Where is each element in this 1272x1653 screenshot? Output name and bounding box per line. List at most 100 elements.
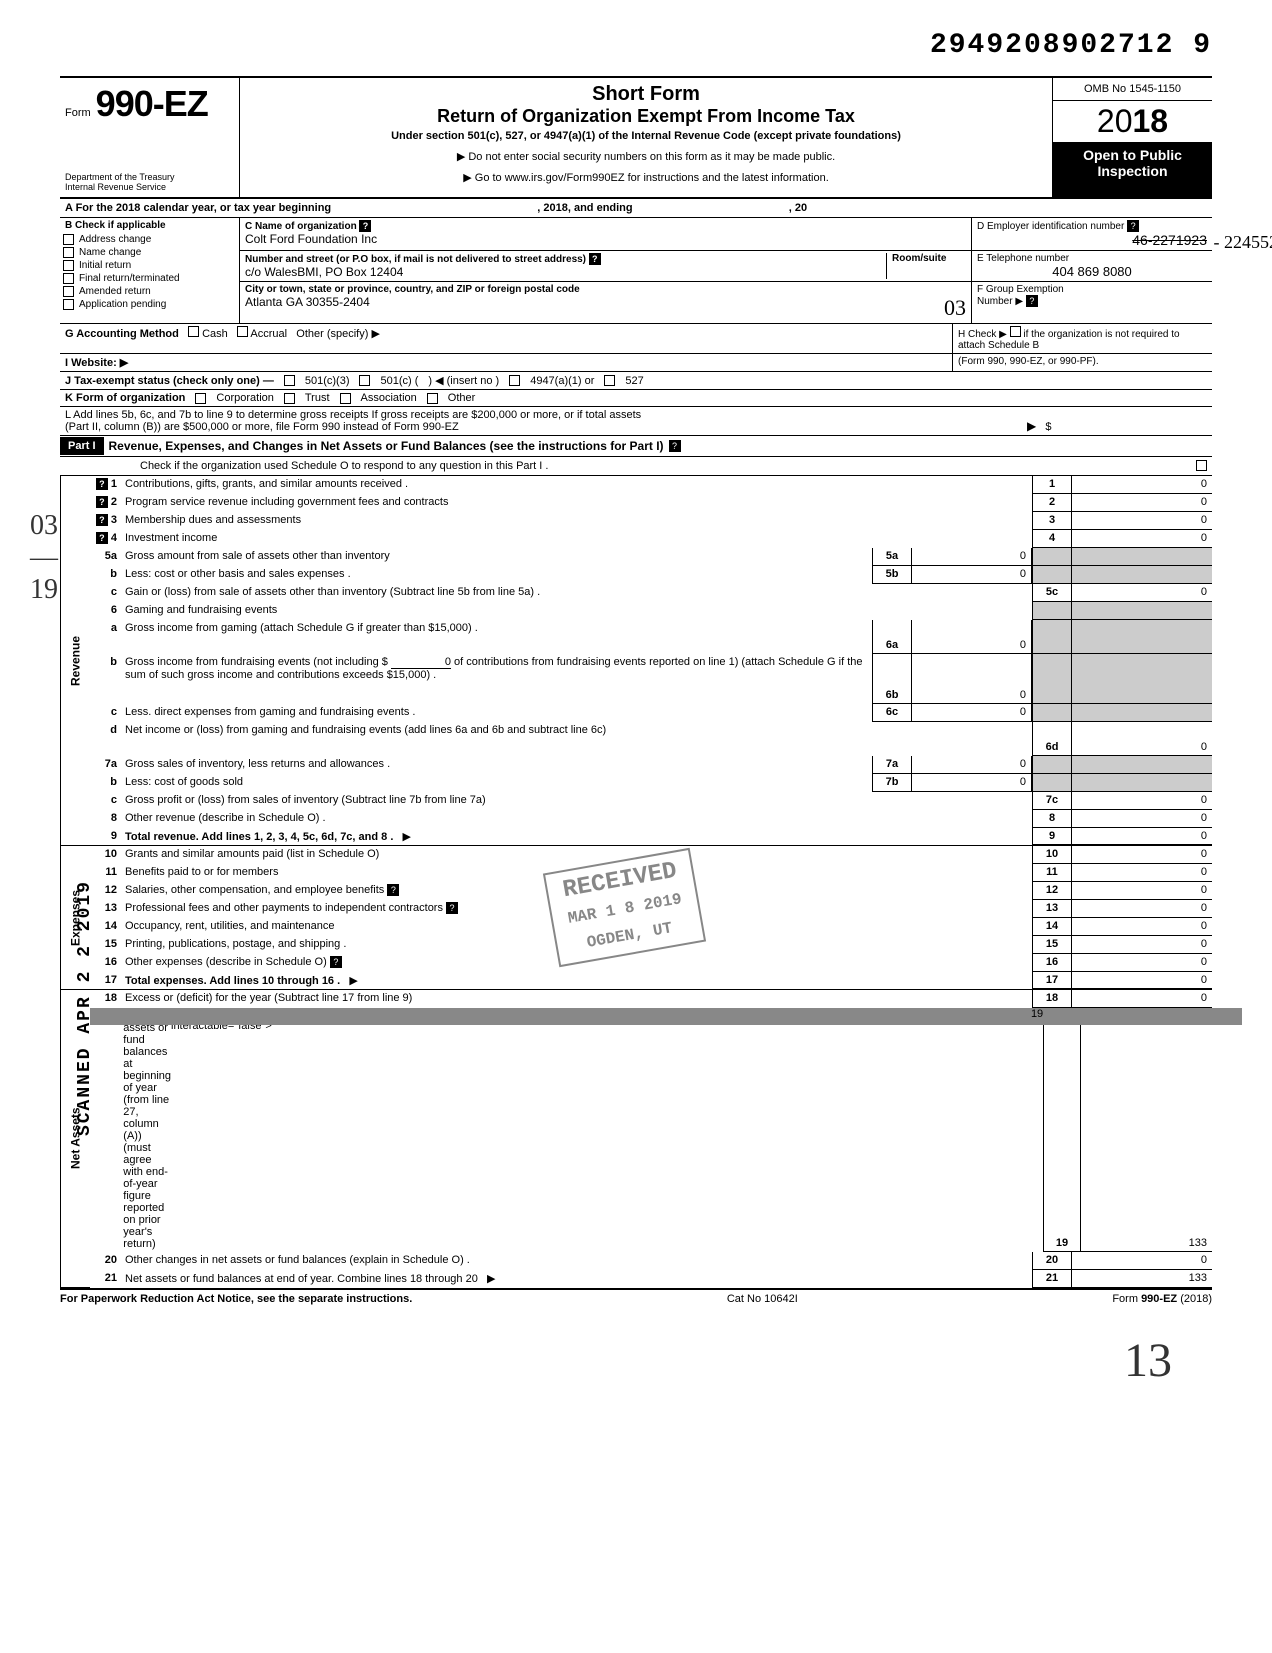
scanned-stamp: SCANNED APR 2 2 2019	[75, 880, 95, 1136]
checkbox-name-change[interactable]	[63, 247, 74, 258]
line6-num: 6	[90, 602, 125, 620]
form-header: Form 990-EZ Department of the TreasuryIn…	[60, 76, 1212, 199]
line17-val: 0	[1072, 972, 1212, 989]
handwritten-bottom: 13	[1124, 1333, 1172, 1388]
checkbox-amended[interactable]	[63, 286, 74, 297]
accrual-label: Accrual	[250, 328, 287, 340]
line14-endnum: 14	[1032, 918, 1072, 936]
c-name-label: C Name of organization	[245, 221, 357, 232]
line7a-desc: Gross sales of inventory, less returns a…	[125, 756, 872, 774]
help-icon: ?	[96, 532, 108, 544]
line7c-val: 0	[1072, 792, 1212, 810]
line6b-shade2	[1072, 654, 1212, 704]
checkbox-final-return[interactable]	[63, 273, 74, 284]
line6b-midval: 0	[912, 654, 1032, 704]
f-label2: Number ▶	[977, 296, 1023, 307]
line20-num: 20	[90, 1252, 125, 1270]
org-city: Atlanta GA 30355-2404	[245, 295, 370, 321]
checkbox-501c[interactable]	[359, 375, 370, 386]
line6c-desc: Less. direct expenses from gaming and fu…	[125, 704, 872, 722]
line6a-num: a	[90, 620, 125, 654]
line6b-num: b	[90, 654, 125, 704]
line3-val: 0	[1072, 512, 1212, 530]
checkbox-4947[interactable]	[509, 375, 520, 386]
line21-val: 133	[1072, 1270, 1212, 1288]
line6c-num: c	[90, 704, 125, 722]
line9-val: 0	[1072, 828, 1212, 845]
line6a-midval: 0	[912, 620, 1032, 654]
line7b-mid: 7b	[872, 774, 912, 792]
line19-desc: Net assets or fund balances at beginning…	[123, 1008, 171, 1252]
tax-year: 2018	[1053, 101, 1212, 142]
checkbox-h[interactable]	[1010, 326, 1021, 337]
help-icon: ?	[1127, 220, 1139, 232]
line5a-shade2	[1072, 548, 1212, 566]
checkbox-part1-scho[interactable]	[1196, 460, 1207, 471]
line10-num: 10	[90, 846, 125, 864]
line5b-shade	[1032, 566, 1072, 584]
checkbox-501c3[interactable]	[284, 375, 295, 386]
line17-endnum: 17	[1032, 972, 1072, 989]
d-label: D Employer identification number	[977, 221, 1124, 232]
line7a-mid: 7a	[872, 756, 912, 774]
line5a-midval: 0	[912, 548, 1032, 566]
row-a-end: , 20	[789, 202, 807, 214]
open-text: Open to Public	[1083, 147, 1182, 163]
line6-shade2	[1072, 602, 1212, 620]
col-cde: C Name of organization ? Colt Ford Found…	[240, 218, 1212, 323]
row-a-text: A For the 2018 calendar year, or tax yea…	[65, 202, 331, 214]
line7b-shade2	[1072, 774, 1212, 792]
checkbox-initial-return[interactable]	[63, 260, 74, 271]
help-icon: ?	[330, 956, 342, 968]
line1-val: 0	[1072, 476, 1212, 494]
title-short-form: Short Form	[250, 83, 1042, 106]
line16-val: 0	[1072, 954, 1212, 972]
row-a-mid: , 2018, and ending	[537, 202, 632, 214]
line5c-endnum: 5c	[1032, 584, 1072, 602]
checkbox-assoc[interactable]	[340, 393, 351, 404]
org-address: c/o WalesBMI, PO Box 12404	[245, 265, 886, 279]
checkbox-app-pending[interactable]	[63, 299, 74, 310]
j-opt4: 527	[625, 375, 643, 387]
line6a-shade	[1032, 620, 1072, 654]
instruction-1: ▶ Do not enter social security numbers o…	[250, 150, 1042, 163]
part1-label: Part I	[60, 437, 104, 455]
line5b-midval: 0	[912, 566, 1032, 584]
checkbox-cash[interactable]	[188, 326, 199, 337]
instruction-2: ▶ Go to www.irs.gov/Form990EZ for instru…	[250, 171, 1042, 184]
line6c-shade2	[1072, 704, 1212, 722]
col-b: B Check if applicable Address change Nam…	[60, 218, 240, 323]
checkbox-corp[interactable]	[195, 393, 206, 404]
side-revenue: Revenue	[60, 476, 90, 846]
j-label: J Tax-exempt status (check only one) —	[65, 375, 274, 387]
checkbox-527[interactable]	[604, 375, 615, 386]
line1-desc: Contributions, gifts, grants, and simila…	[125, 476, 1032, 494]
line15-num: 15	[90, 936, 125, 954]
line20-val: 0	[1072, 1252, 1212, 1270]
line3-desc: Membership dues and assessments	[125, 512, 1032, 530]
checkbox-accrual[interactable]	[237, 326, 248, 337]
k-corp: Corporation	[216, 392, 273, 404]
line6d-num: d	[90, 722, 125, 756]
line7a-shade2	[1072, 756, 1212, 774]
line19-val: 133	[1081, 1008, 1212, 1252]
line5a-mid: 5a	[872, 548, 912, 566]
line7b-desc: Less: cost of goods sold	[125, 774, 872, 792]
line16-desc: Other expenses (describe in Schedule O)	[125, 956, 327, 968]
line10-endnum: 10	[1032, 846, 1072, 864]
label-address-change: Address change	[79, 234, 151, 245]
row-k: K Form of organization Corporation Trust…	[60, 390, 1212, 407]
checkbox-address-change[interactable]	[63, 234, 74, 245]
row-g: G Accounting Method Cash Accrual Other (…	[60, 324, 952, 353]
line14-num: 14	[90, 918, 125, 936]
label-initial-return: Initial return	[79, 260, 131, 271]
k-label: K Form of organization	[65, 392, 185, 404]
year-suffix: 18	[1133, 103, 1169, 139]
line2-val: 0	[1072, 494, 1212, 512]
help-icon: ?	[589, 253, 601, 265]
top-doc-number: 2949208902712 9	[60, 30, 1212, 61]
checkbox-other[interactable]	[427, 393, 438, 404]
line13-endnum: 13	[1032, 900, 1072, 918]
line6c-midval: 0	[912, 704, 1032, 722]
checkbox-trust[interactable]	[284, 393, 295, 404]
